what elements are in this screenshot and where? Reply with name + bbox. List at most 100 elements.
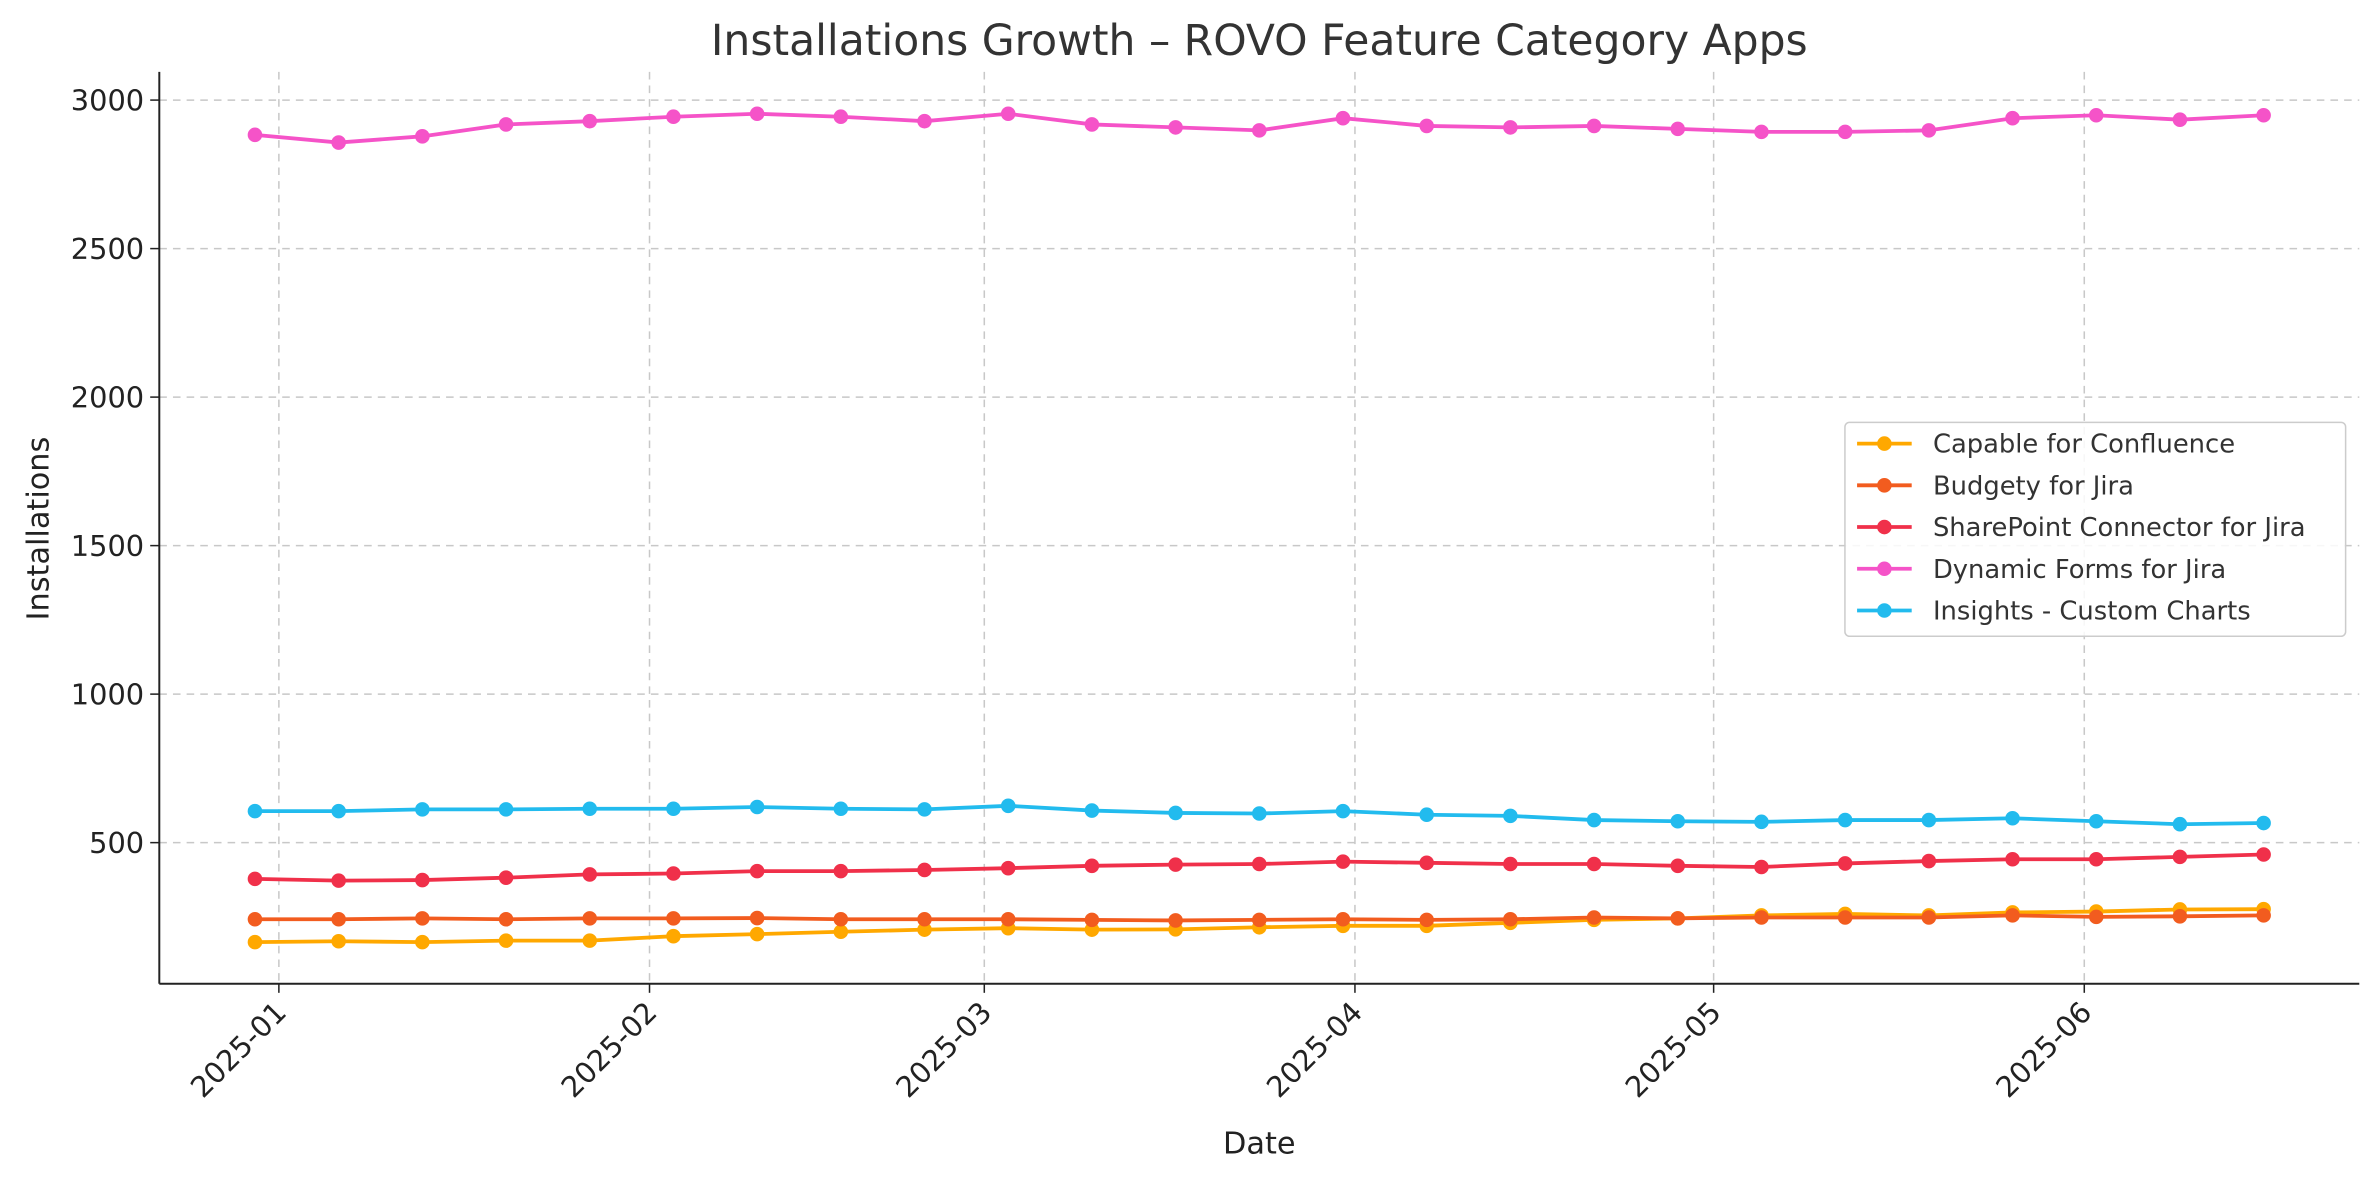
data-point	[1503, 120, 1518, 135]
series-lines	[247, 106, 2271, 950]
legend-swatch-marker	[1877, 519, 1892, 535]
y-tick-label: 500	[89, 826, 144, 860]
data-point	[1670, 911, 1686, 926]
data-point	[1921, 910, 1937, 925]
data-point	[582, 801, 598, 817]
data-point	[2172, 816, 2188, 832]
x-axis-ticks: 2025-01 2025-02 2025-03 2025-04 2025-05 2025-…	[184, 983, 2098, 1104]
data-point	[247, 803, 263, 819]
data-point	[666, 911, 681, 926]
data-point	[833, 911, 849, 927]
y-tick-label: 1000	[71, 678, 144, 712]
data-point	[247, 934, 263, 950]
data-point	[1335, 110, 1351, 126]
data-point	[749, 910, 765, 926]
data-point	[2005, 810, 2020, 826]
data-point	[1000, 106, 1016, 122]
data-point	[1837, 856, 1853, 871]
data-point	[1000, 798, 1016, 814]
data-point	[666, 801, 681, 817]
legend-swatch-marker	[1877, 603, 1892, 618]
x-tick-label: 2025-03	[889, 995, 998, 1104]
legend: Capable for Confluence Budgety for Jira Sh…	[1844, 421, 2347, 638]
data-point	[1335, 911, 1351, 927]
data-point	[917, 911, 932, 927]
data-point	[2005, 110, 2020, 126]
data-point	[2256, 107, 2271, 123]
legend-swatch-marker	[1877, 436, 1892, 451]
data-point	[833, 109, 849, 125]
data-point	[1921, 123, 1937, 138]
data-point	[1503, 911, 1518, 927]
data-point	[1168, 120, 1183, 135]
series-budgety-for-jira	[247, 908, 2271, 928]
data-point	[666, 109, 681, 125]
data-point	[917, 922, 932, 937]
x-tick-label: 2025-04	[1260, 995, 1369, 1104]
data-point	[1670, 121, 1686, 137]
data-point	[666, 866, 681, 881]
x-tick-label: 2025-01	[184, 995, 293, 1104]
data-point	[917, 802, 932, 817]
data-point	[749, 863, 765, 879]
data-point	[1754, 124, 1769, 140]
data-point	[582, 867, 598, 882]
data-point	[749, 799, 765, 815]
data-point	[917, 862, 932, 878]
chart-title: Installations Growth – ROVO Feature Cate…	[711, 17, 1808, 66]
x-tick-label: 2025-06	[1989, 995, 2098, 1104]
axes	[158, 71, 2360, 985]
data-point	[582, 933, 598, 948]
data-point	[1503, 856, 1518, 872]
data-point	[415, 129, 430, 144]
data-point	[833, 863, 849, 879]
legend-entry: Budgety for Jira	[1933, 471, 2134, 501]
data-point	[331, 873, 346, 888]
data-point	[1252, 123, 1267, 138]
data-point	[1084, 117, 1100, 132]
data-point	[1335, 854, 1351, 869]
data-point	[415, 872, 430, 888]
data-point	[1837, 812, 1853, 828]
data-point	[498, 870, 514, 885]
y-tick-label: 3000	[71, 84, 144, 118]
data-point	[1084, 858, 1100, 874]
data-point	[1252, 806, 1267, 821]
data-point	[1419, 118, 1434, 134]
data-point	[833, 801, 849, 817]
data-point	[498, 911, 514, 927]
data-point	[833, 924, 849, 940]
data-point	[415, 802, 430, 817]
data-point	[1419, 855, 1434, 871]
data-point	[2172, 112, 2188, 127]
data-point	[247, 871, 263, 887]
data-point	[331, 803, 346, 819]
data-point	[1419, 912, 1434, 928]
data-point	[2256, 815, 2271, 831]
data-point	[1754, 814, 1769, 830]
data-point	[415, 911, 430, 926]
grid	[159, 71, 2360, 984]
data-point	[1837, 124, 1853, 140]
data-point	[1670, 813, 1686, 829]
data-point	[2088, 909, 2104, 925]
x-tick-label: 2025-02	[554, 995, 663, 1104]
data-point	[1000, 860, 1016, 876]
legend-entry: Dynamic Forms for Jira	[1933, 555, 2226, 585]
data-point	[498, 802, 514, 817]
data-point	[331, 135, 346, 150]
data-point	[2088, 813, 2104, 829]
data-point	[582, 113, 598, 129]
data-point	[1168, 913, 1183, 928]
data-point	[582, 911, 598, 926]
data-point	[1252, 912, 1267, 928]
y-axis-ticks: 500 1000 1500 2000 2500 3000	[71, 84, 160, 860]
data-point	[1921, 853, 1937, 869]
x-tick-label: 2025-05	[1619, 995, 1728, 1104]
data-point	[1503, 808, 1518, 824]
legend-box	[1844, 421, 2347, 638]
data-point	[1252, 856, 1267, 872]
data-point	[749, 926, 765, 942]
series-insights-custom-charts	[247, 798, 2271, 832]
data-point	[1586, 856, 1602, 872]
